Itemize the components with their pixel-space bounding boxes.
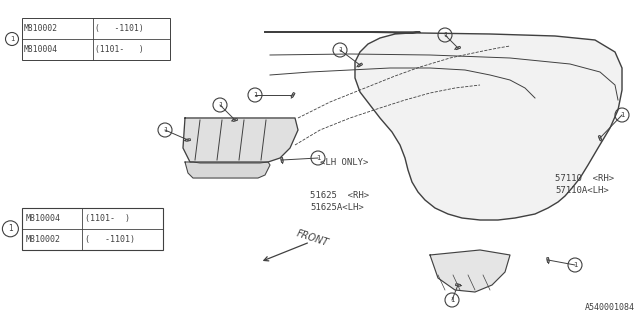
Bar (456, 46, 461, 50)
Text: 1: 1 (450, 297, 454, 303)
Polygon shape (265, 32, 622, 220)
Bar (232, 118, 237, 122)
Text: M810002: M810002 (26, 235, 60, 244)
Text: 1: 1 (338, 47, 342, 53)
Text: (   -1101): ( -1101) (95, 24, 144, 33)
Text: 51625  <RH>: 51625 <RH> (310, 190, 369, 199)
Text: M810004: M810004 (24, 45, 58, 54)
Polygon shape (183, 118, 298, 162)
Bar (281, 157, 284, 163)
Bar (186, 139, 191, 141)
Polygon shape (185, 162, 270, 178)
Bar (291, 92, 295, 98)
Bar (22, 208, 163, 250)
Text: 1: 1 (316, 155, 320, 161)
Text: 1: 1 (573, 262, 577, 268)
Text: 1: 1 (620, 112, 624, 118)
Text: M810002: M810002 (24, 24, 58, 33)
Text: 1: 1 (10, 36, 14, 42)
Bar (547, 258, 549, 262)
Text: (   -1101): ( -1101) (84, 235, 134, 244)
Bar (598, 135, 602, 140)
Text: M810004: M810004 (26, 214, 60, 223)
Text: 1: 1 (163, 127, 167, 133)
Text: <LH ONLY>: <LH ONLY> (320, 157, 369, 166)
Bar (22, 18, 170, 60)
Text: (1101-  ): (1101- ) (84, 214, 129, 223)
Text: 57110A<LH>: 57110A<LH> (555, 186, 609, 195)
Text: 57110  <RH>: 57110 <RH> (555, 173, 614, 182)
Polygon shape (430, 250, 510, 292)
Text: 1: 1 (218, 102, 222, 108)
Text: 51625A<LH>: 51625A<LH> (310, 203, 364, 212)
Text: 1: 1 (253, 92, 257, 98)
Text: (1101-   ): (1101- ) (95, 45, 144, 54)
Text: 1: 1 (443, 32, 447, 38)
Text: 1: 1 (8, 224, 13, 233)
Bar (358, 63, 362, 67)
Text: FRONT: FRONT (295, 228, 330, 248)
Bar (456, 284, 461, 286)
Text: A540001084: A540001084 (585, 303, 635, 312)
